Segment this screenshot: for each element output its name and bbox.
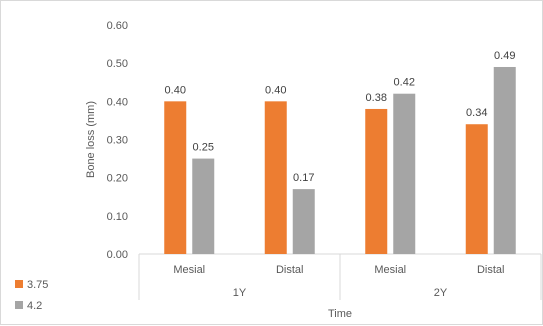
- data-label: 0.25: [193, 142, 214, 154]
- bar: [292, 189, 315, 254]
- y-tick-label: 0.50: [107, 58, 128, 70]
- bar: [465, 124, 488, 254]
- data-label: 0.42: [394, 77, 415, 89]
- bar: [365, 108, 388, 254]
- data-label: 0.49: [494, 50, 515, 62]
- bar: [164, 101, 187, 254]
- y-tick-label: 0.00: [107, 249, 128, 261]
- y-axis-title: Bone loss (mm): [85, 101, 97, 178]
- legend-label: 4.2: [27, 300, 42, 312]
- x-category-label: Mesial: [374, 264, 406, 276]
- y-tick-label: 0.40: [107, 96, 128, 108]
- x-category-label: Mesial: [173, 264, 205, 276]
- x-axis-title: Time: [328, 308, 352, 320]
- data-label: 0.34: [466, 107, 487, 119]
- y-tick-label: 0.10: [107, 211, 128, 223]
- data-label: 0.17: [293, 172, 314, 184]
- y-tick-label: 0.30: [107, 135, 128, 147]
- data-label: 0.40: [165, 84, 186, 96]
- x-group-label: 2Y: [434, 287, 448, 299]
- x-category-label: Distal: [276, 264, 304, 276]
- y-tick-label: 0.20: [107, 173, 128, 185]
- bar: [264, 101, 287, 254]
- y-tick-label: 0.60: [107, 20, 128, 32]
- bar: [393, 93, 416, 254]
- legend-swatch: [15, 301, 23, 309]
- legend-label: 3.75: [27, 279, 48, 291]
- legend-swatch: [15, 280, 23, 288]
- bar: [493, 66, 516, 254]
- data-label: 0.38: [366, 92, 387, 104]
- data-label: 0.40: [265, 84, 286, 96]
- x-category-label: Distal: [477, 264, 505, 276]
- x-group-label: 1Y: [233, 287, 247, 299]
- bar: [192, 158, 215, 254]
